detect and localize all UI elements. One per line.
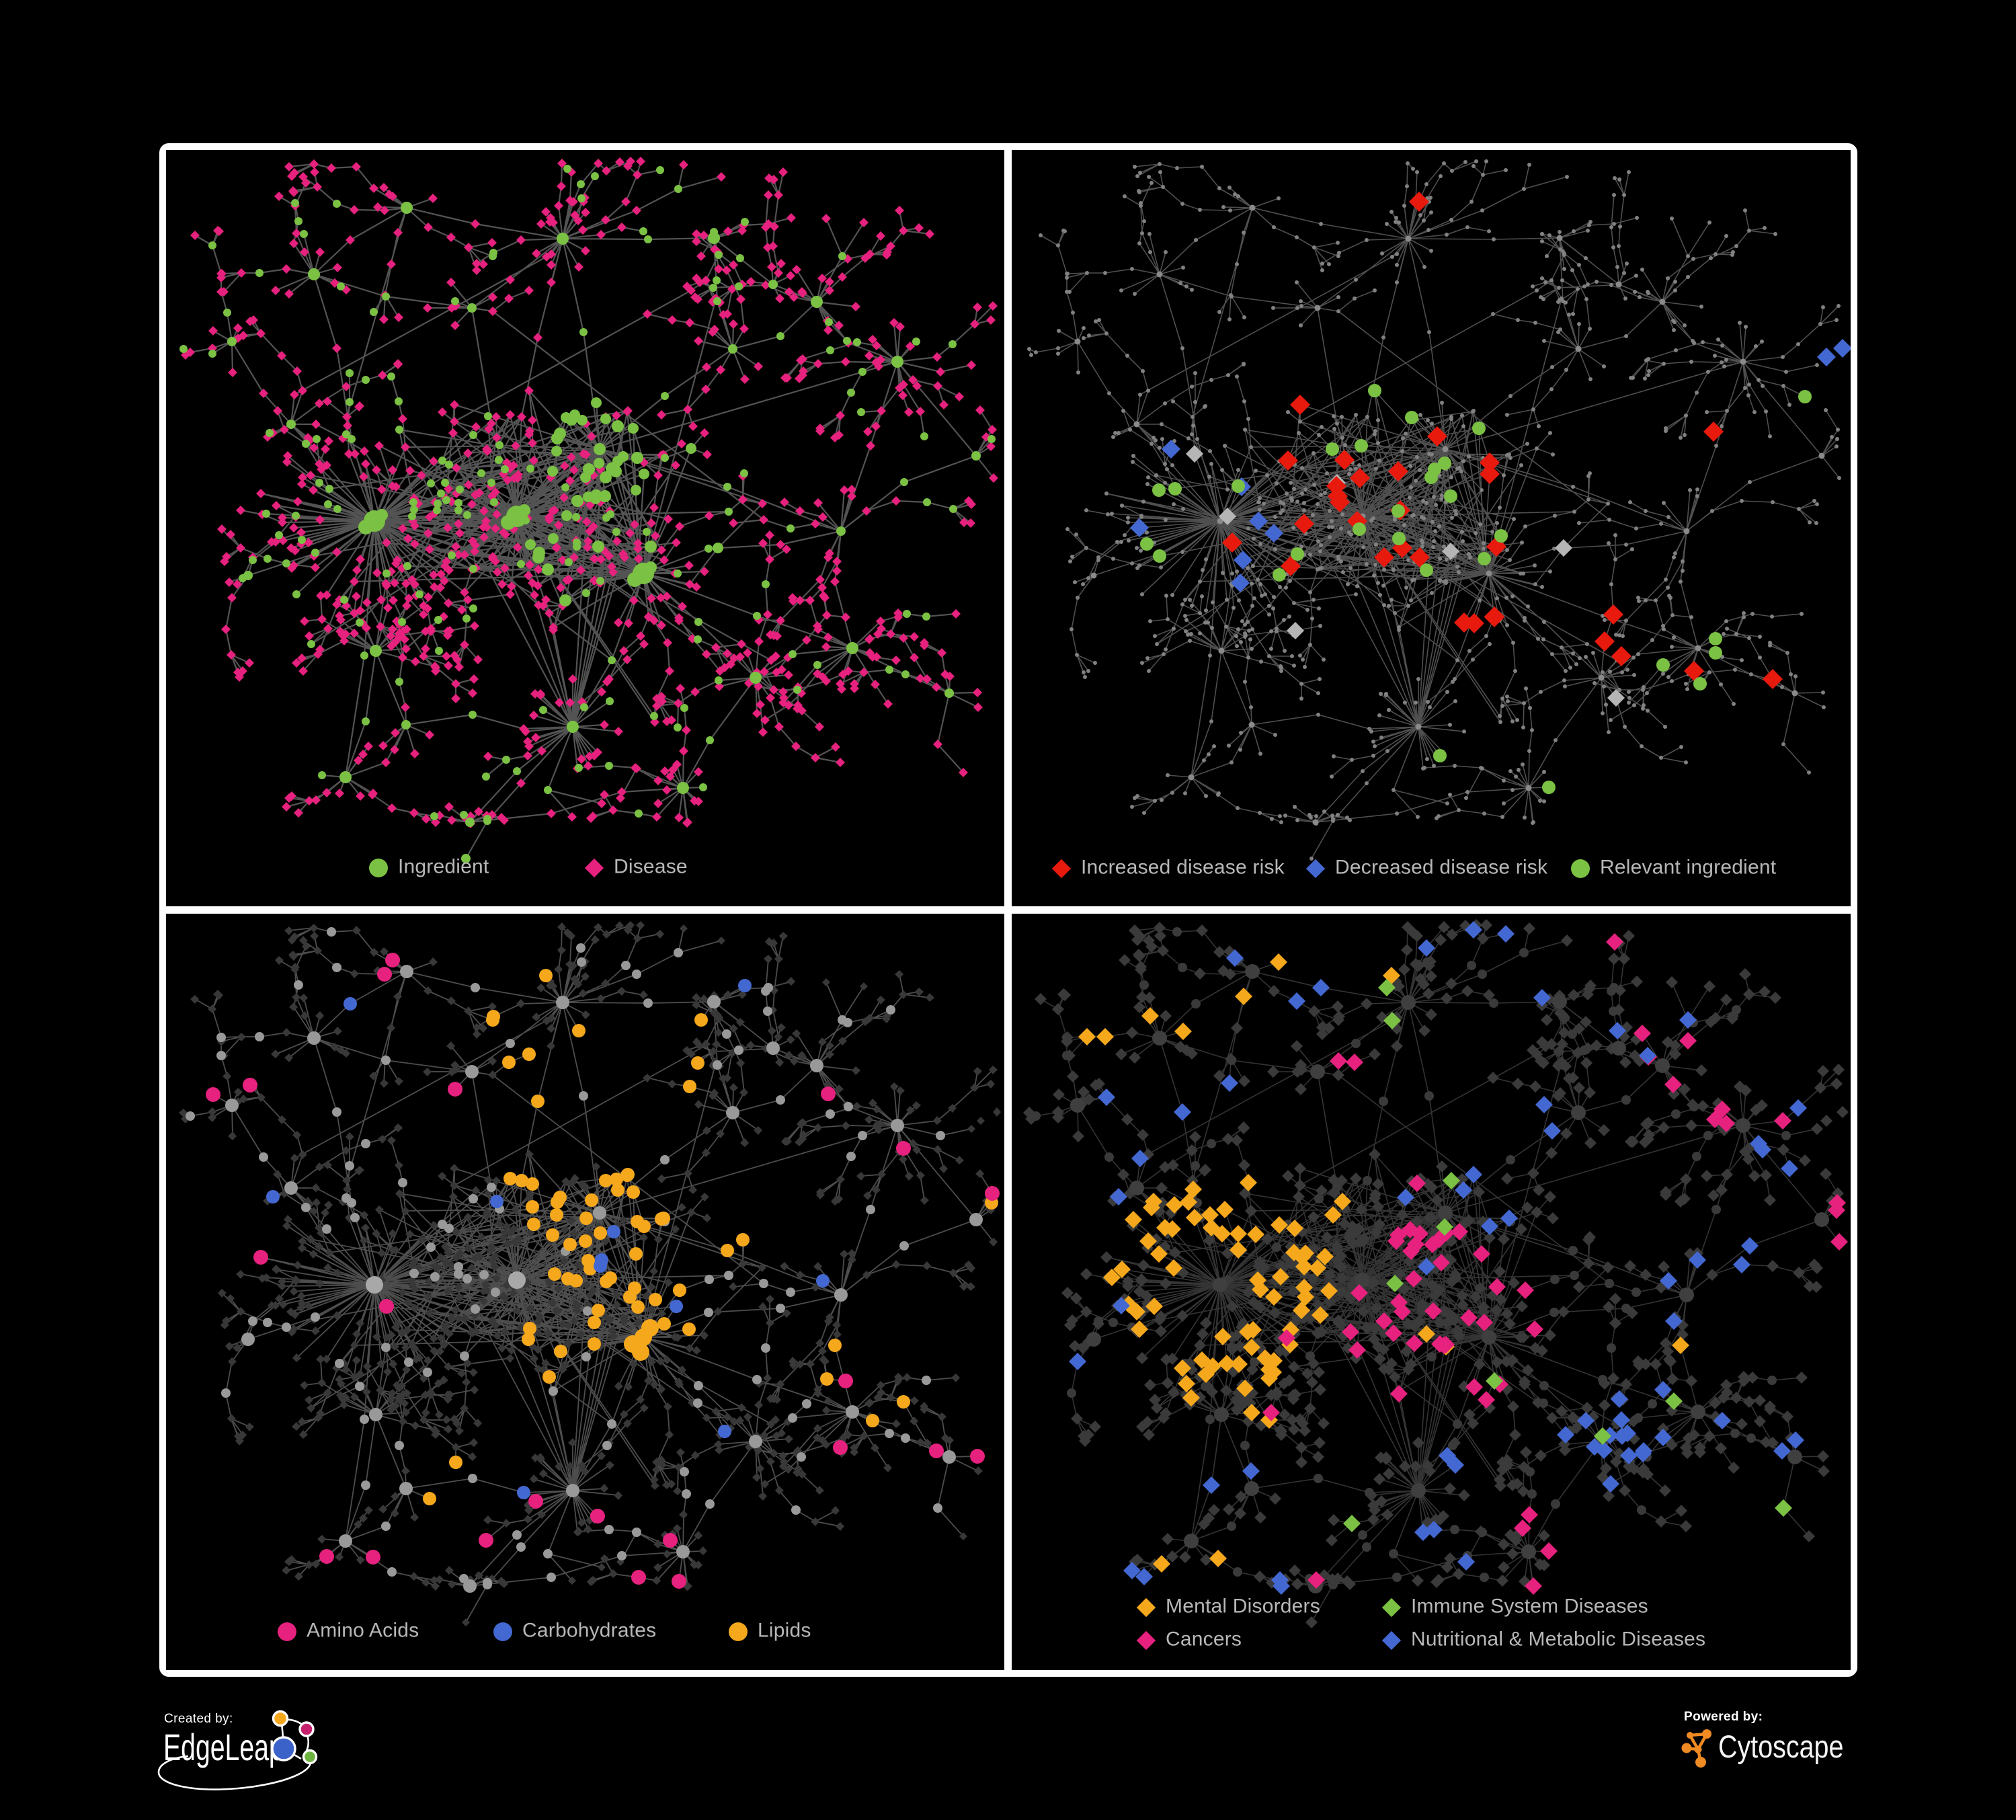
- svg-text:Cytoscape: Cytoscape: [1718, 1730, 1843, 1765]
- svg-text:EdgeLeap: EdgeLeap: [163, 1727, 284, 1769]
